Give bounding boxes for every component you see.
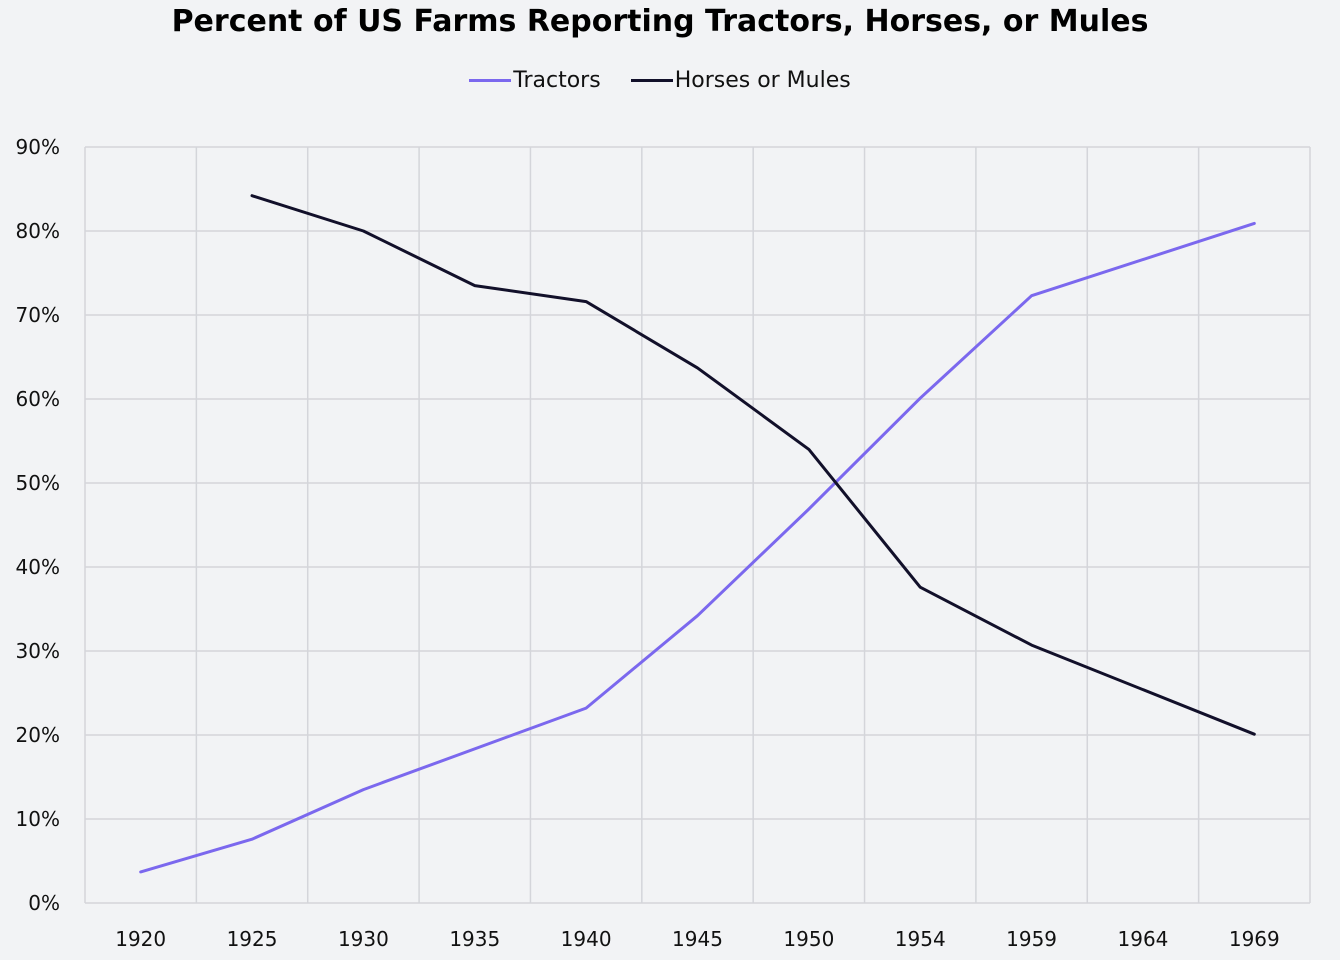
legend-item-tractors: Tractors (469, 68, 601, 93)
y-tick-label: 90% (16, 135, 60, 159)
x-tick-label: 1940 (561, 927, 612, 951)
x-tick-label: 1930 (338, 927, 389, 951)
x-tick-label: 1969 (1229, 927, 1280, 951)
chart-title: Percent of US Farms Reporting Tractors, … (171, 4, 1149, 39)
series-line-horses-or-mules (250, 194, 1256, 736)
legend-label-tractors: Tractors (513, 68, 601, 93)
y-tick-label: 70% (16, 303, 60, 327)
y-tick-label: 40% (16, 555, 60, 579)
legend-swatch-horses-or-mules (630, 79, 673, 82)
x-tick-label: 1959 (1006, 927, 1057, 951)
legend-swatch-tractors (469, 79, 512, 82)
x-tick-label: 1954 (895, 927, 946, 951)
x-tick-label: 1925 (227, 927, 278, 951)
y-tick-label: 30% (16, 639, 60, 663)
legend-item-horses-or-mules: Horses or Mules (630, 68, 851, 93)
x-tick-label: 1920 (115, 927, 166, 951)
y-tick-label: 50% (16, 471, 60, 495)
y-tick-label: 80% (16, 219, 60, 243)
x-tick-label: 1964 (1118, 927, 1169, 951)
y-tick-label: 10% (16, 807, 60, 831)
x-tick-label: 1950 (783, 927, 834, 951)
series-line-tractors (139, 221, 1256, 874)
legend-label-horses-or-mules: Horses or Mules (674, 68, 851, 93)
x-tick-label: 1945 (672, 927, 723, 951)
legend: Tractors Horses or Mules (0, 68, 1320, 93)
y-tick-label: 0% (28, 891, 60, 915)
y-tick-label: 20% (16, 723, 60, 747)
x-tick-label: 1935 (449, 927, 500, 951)
y-tick-label: 60% (16, 387, 60, 411)
